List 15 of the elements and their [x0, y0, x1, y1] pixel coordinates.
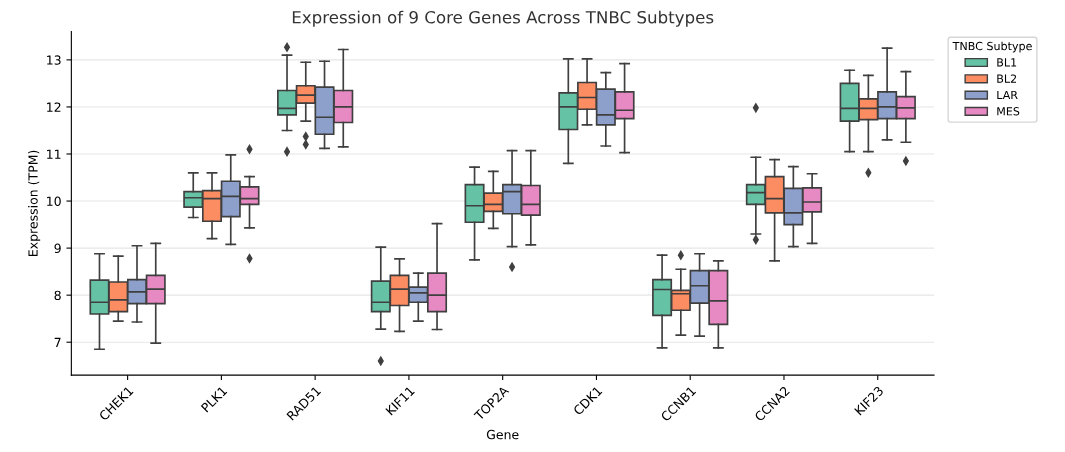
legend-label: BL2 — [997, 74, 1017, 83]
y-tick-label: 8 — [54, 290, 61, 301]
chart-title: Expression of 9 Core Genes Across TNBC Subtypes — [292, 10, 714, 27]
y-tick-label: 10 — [47, 196, 61, 206]
y-axis-title: Expression (TPM) — [28, 150, 41, 256]
y-tick-label: 11 — [47, 149, 61, 159]
legend-label: LAR — [997, 90, 1018, 100]
y-tick-label: 13 — [47, 55, 61, 65]
y-tick-label: 9 — [54, 243, 61, 254]
legend-label: MES — [997, 107, 1020, 116]
x-axis-title: Gene — [486, 429, 519, 440]
legend-label: BL1 — [997, 58, 1017, 67]
y-tick-label: 12 — [47, 102, 61, 112]
y-tick-label: 7 — [54, 337, 61, 347]
legend-title: TNBC Subtype — [952, 41, 1032, 53]
